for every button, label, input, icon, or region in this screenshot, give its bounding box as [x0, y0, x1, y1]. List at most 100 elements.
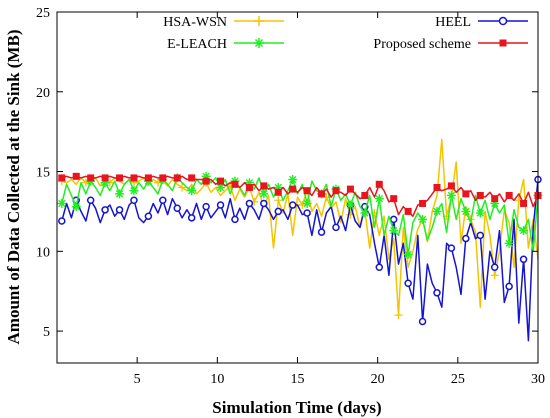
y-axis-title: Amount of Data Collected at the Sink (MB… [4, 30, 23, 345]
legend-label-heel: HEEL [435, 15, 471, 30]
data-point-e-leach [389, 226, 399, 236]
data-point-e-leach [360, 208, 370, 218]
data-point-heel [202, 202, 210, 211]
legend-item-heel: HEEL [435, 15, 528, 30]
data-point-proposed-scheme [245, 184, 253, 191]
data-point-heel [260, 199, 268, 208]
data-point-e-leach [446, 190, 456, 200]
data-point-e-leach [100, 178, 110, 188]
data-point-heel [462, 234, 470, 243]
data-point-heel [173, 204, 181, 212]
series-layer [57, 138, 543, 342]
data-point-proposed-scheme [72, 172, 80, 180]
data-point-heel [490, 263, 499, 272]
data-point-e-leach [302, 198, 312, 208]
data-point-e-leach [490, 198, 500, 208]
data-point-proposed-scheme [361, 191, 369, 199]
data-point-heel [115, 206, 124, 214]
data-point-proposed-scheme [462, 190, 470, 198]
legend-item-proposed-scheme: Proposed scheme [373, 37, 528, 52]
data-point-proposed-scheme [231, 180, 239, 188]
data-point-e-leach [288, 175, 298, 185]
data-point-proposed-scheme [505, 191, 513, 199]
data-point-proposed-scheme [217, 177, 225, 185]
y-tick-label: 25 [36, 6, 50, 21]
legend-item-hsa-wsn: HSA-WSN [163, 15, 284, 30]
data-point-proposed-scheme [130, 174, 138, 182]
data-point-e-leach [519, 226, 529, 236]
data-point-proposed-scheme [101, 174, 109, 182]
data-point-proposed-scheme [144, 174, 152, 182]
x-tick-label: 30 [531, 372, 545, 387]
data-point-proposed-scheme [116, 174, 124, 182]
series-e-leach [57, 171, 543, 260]
legend-item-e-leach: E-LEACH [167, 37, 284, 52]
data-point-heel [86, 196, 95, 205]
data-point-heel [505, 282, 513, 291]
x-tick-label: 10 [210, 372, 224, 387]
data-point-proposed-scheme [87, 174, 95, 182]
y-tick-label: 10 [36, 245, 50, 260]
data-point-e-leach [475, 208, 485, 218]
data-point-proposed-scheme [159, 174, 167, 182]
data-point-heel [447, 244, 456, 252]
data-point-proposed-scheme [318, 190, 326, 198]
data-point-e-leach [374, 194, 384, 204]
data-point-proposed-scheme [260, 182, 268, 190]
data-point-heel [245, 199, 254, 208]
data-point-proposed-scheme [173, 174, 181, 182]
x-tick-label: 25 [451, 372, 465, 387]
y-tick-label: 15 [36, 166, 50, 181]
data-point-heel [101, 206, 109, 214]
data-point-proposed-scheme [289, 185, 297, 193]
data-point-proposed-scheme [404, 207, 412, 215]
data-point-e-leach [461, 206, 471, 216]
data-point-heel [130, 196, 138, 205]
data-point-e-leach [244, 178, 254, 188]
data-point-heel [144, 212, 153, 220]
data-point-heel [404, 279, 412, 287]
y-tick-label: 5 [43, 325, 50, 340]
data-point-heel [332, 223, 340, 232]
x-axis-title: Simulation Time (days) [212, 398, 381, 417]
y-tick-label: 20 [36, 86, 50, 101]
legend-label-hsa-wsn: HSA-WSN [163, 15, 227, 30]
legend-marker-hsa-wsn [254, 16, 264, 26]
series-line-hsa-wsn [61, 138, 539, 316]
ticks-layer: 5 10 15 20 25 30 5 10 15 20 25 [36, 6, 545, 387]
series-line-proposed-scheme [61, 175, 539, 217]
data-point-e-leach [259, 189, 269, 199]
legend-marker-e-leach [254, 38, 264, 48]
data-point-e-leach [403, 250, 413, 260]
data-point-heel [476, 231, 485, 240]
data-point-e-leach [432, 206, 442, 216]
data-point-heel [433, 289, 441, 297]
data-point-e-leach [71, 202, 81, 212]
data-point-proposed-scheme [375, 180, 383, 188]
data-point-e-leach [273, 183, 283, 192]
data-point-proposed-scheme [274, 188, 282, 196]
data-point-proposed-scheme [202, 177, 210, 185]
data-point-heel [389, 215, 398, 224]
data-point-e-leach [201, 171, 211, 181]
data-point-hsa-wsn [394, 311, 403, 320]
data-point-e-leach [504, 238, 514, 248]
x-tick-label: 20 [371, 372, 385, 387]
data-point-heel [519, 255, 528, 264]
data-point-hsa-wsn [178, 183, 187, 192]
data-point-heel [418, 317, 427, 326]
data-point-e-leach [57, 198, 67, 208]
data-point-e-leach [418, 214, 428, 224]
legend-label-proposed-scheme: Proposed scheme [373, 37, 471, 52]
data-point-proposed-scheme [58, 174, 66, 182]
legend-marker-proposed-scheme [499, 39, 507, 47]
data-point-proposed-scheme [476, 191, 484, 199]
data-point-hsa-wsn [490, 271, 499, 280]
data-point-heel [187, 214, 196, 222]
data-point-e-leach [187, 186, 197, 196]
data-point-proposed-scheme [433, 184, 441, 191]
legend-label-e-leach: E-LEACH [167, 37, 227, 52]
data-point-e-leach [345, 200, 355, 210]
data-point-e-leach [115, 189, 125, 199]
